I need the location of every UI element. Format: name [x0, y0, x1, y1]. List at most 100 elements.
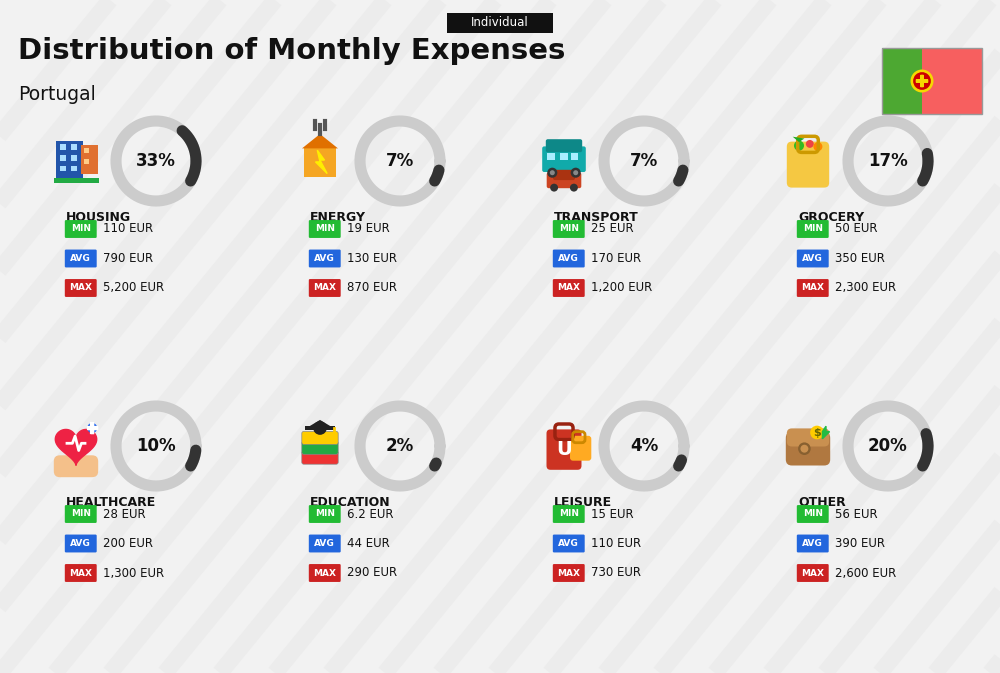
- FancyBboxPatch shape: [309, 220, 341, 238]
- Polygon shape: [55, 429, 97, 465]
- FancyBboxPatch shape: [65, 505, 97, 523]
- Text: 110 EUR: 110 EUR: [103, 223, 153, 236]
- FancyBboxPatch shape: [60, 166, 66, 172]
- Text: 2,300 EUR: 2,300 EUR: [835, 281, 896, 295]
- Polygon shape: [302, 134, 338, 149]
- FancyBboxPatch shape: [302, 451, 338, 464]
- FancyBboxPatch shape: [56, 141, 83, 181]
- Circle shape: [806, 140, 814, 148]
- Text: LEISURE: LEISURE: [554, 496, 612, 509]
- FancyBboxPatch shape: [305, 426, 335, 430]
- Circle shape: [570, 184, 578, 192]
- FancyBboxPatch shape: [309, 279, 341, 297]
- Text: 290 EUR: 290 EUR: [347, 567, 397, 579]
- Text: 28 EUR: 28 EUR: [103, 507, 146, 520]
- FancyBboxPatch shape: [309, 505, 341, 523]
- FancyBboxPatch shape: [54, 178, 99, 182]
- FancyBboxPatch shape: [309, 534, 341, 553]
- Text: 7%: 7%: [386, 152, 414, 170]
- Text: MAX: MAX: [313, 283, 336, 293]
- FancyBboxPatch shape: [547, 429, 582, 470]
- Bar: [882, 48, 922, 114]
- FancyBboxPatch shape: [71, 144, 77, 150]
- Circle shape: [800, 445, 808, 453]
- Text: 7%: 7%: [630, 152, 658, 170]
- Text: 200 EUR: 200 EUR: [103, 537, 153, 550]
- Text: 20%: 20%: [868, 437, 908, 455]
- Polygon shape: [307, 420, 334, 428]
- Polygon shape: [793, 137, 804, 142]
- Text: AVG: AVG: [802, 539, 823, 548]
- Text: EDUCATION: EDUCATION: [310, 496, 391, 509]
- Text: AVG: AVG: [70, 254, 91, 263]
- Text: 110 EUR: 110 EUR: [591, 537, 641, 550]
- Text: 17%: 17%: [868, 152, 908, 170]
- Text: 130 EUR: 130 EUR: [347, 252, 397, 265]
- Circle shape: [794, 141, 804, 151]
- Text: MAX: MAX: [801, 569, 824, 577]
- FancyBboxPatch shape: [65, 279, 97, 297]
- Text: 2,600 EUR: 2,600 EUR: [835, 567, 896, 579]
- Text: Individual: Individual: [471, 17, 529, 30]
- FancyBboxPatch shape: [65, 250, 97, 267]
- Text: 350 EUR: 350 EUR: [835, 252, 885, 265]
- Bar: [924, 75, 928, 79]
- Text: OTHER: OTHER: [798, 496, 846, 509]
- FancyBboxPatch shape: [553, 250, 585, 267]
- Text: 44 EUR: 44 EUR: [347, 537, 390, 550]
- FancyBboxPatch shape: [71, 166, 77, 172]
- Text: 50 EUR: 50 EUR: [835, 223, 878, 236]
- Circle shape: [573, 170, 578, 175]
- Circle shape: [550, 170, 555, 175]
- FancyBboxPatch shape: [570, 436, 591, 461]
- Text: MIN: MIN: [71, 225, 91, 234]
- Text: 10%: 10%: [136, 437, 176, 455]
- Text: GROCERY: GROCERY: [798, 211, 864, 224]
- Polygon shape: [316, 150, 327, 174]
- Circle shape: [332, 435, 335, 439]
- FancyBboxPatch shape: [553, 505, 585, 523]
- Text: Portugal: Portugal: [18, 85, 96, 104]
- Bar: [922, 48, 982, 114]
- FancyBboxPatch shape: [553, 534, 585, 553]
- Text: 15 EUR: 15 EUR: [591, 507, 634, 520]
- FancyBboxPatch shape: [553, 279, 585, 297]
- Circle shape: [87, 423, 97, 433]
- FancyBboxPatch shape: [546, 139, 582, 152]
- Bar: [924, 83, 928, 87]
- FancyBboxPatch shape: [553, 220, 585, 238]
- FancyBboxPatch shape: [60, 144, 66, 150]
- Text: ENERGY: ENERGY: [310, 211, 366, 224]
- FancyBboxPatch shape: [571, 153, 578, 160]
- Text: 19 EUR: 19 EUR: [347, 223, 390, 236]
- FancyBboxPatch shape: [84, 148, 89, 153]
- Text: MIN: MIN: [803, 509, 823, 518]
- Text: MIN: MIN: [559, 225, 579, 234]
- FancyBboxPatch shape: [547, 172, 581, 188]
- FancyBboxPatch shape: [309, 250, 341, 267]
- Bar: [916, 75, 920, 79]
- FancyBboxPatch shape: [71, 155, 77, 161]
- FancyBboxPatch shape: [553, 170, 575, 180]
- Bar: [882, 48, 982, 114]
- FancyBboxPatch shape: [65, 564, 97, 582]
- Text: $: $: [813, 427, 821, 437]
- FancyBboxPatch shape: [84, 159, 89, 164]
- FancyBboxPatch shape: [797, 220, 829, 238]
- FancyBboxPatch shape: [797, 534, 829, 553]
- FancyBboxPatch shape: [560, 153, 568, 160]
- FancyBboxPatch shape: [304, 149, 336, 177]
- Text: Distribution of Monthly Expenses: Distribution of Monthly Expenses: [18, 37, 565, 65]
- Text: TRANSPORT: TRANSPORT: [554, 211, 639, 224]
- Text: 730 EUR: 730 EUR: [591, 567, 641, 579]
- Text: AVG: AVG: [802, 254, 823, 263]
- Text: 5,200 EUR: 5,200 EUR: [103, 281, 164, 295]
- FancyBboxPatch shape: [302, 441, 338, 454]
- Text: 790 EUR: 790 EUR: [103, 252, 153, 265]
- FancyBboxPatch shape: [547, 153, 555, 160]
- Circle shape: [571, 168, 581, 178]
- Circle shape: [813, 142, 822, 151]
- Text: 870 EUR: 870 EUR: [347, 281, 397, 295]
- FancyBboxPatch shape: [787, 429, 829, 446]
- FancyBboxPatch shape: [309, 564, 341, 582]
